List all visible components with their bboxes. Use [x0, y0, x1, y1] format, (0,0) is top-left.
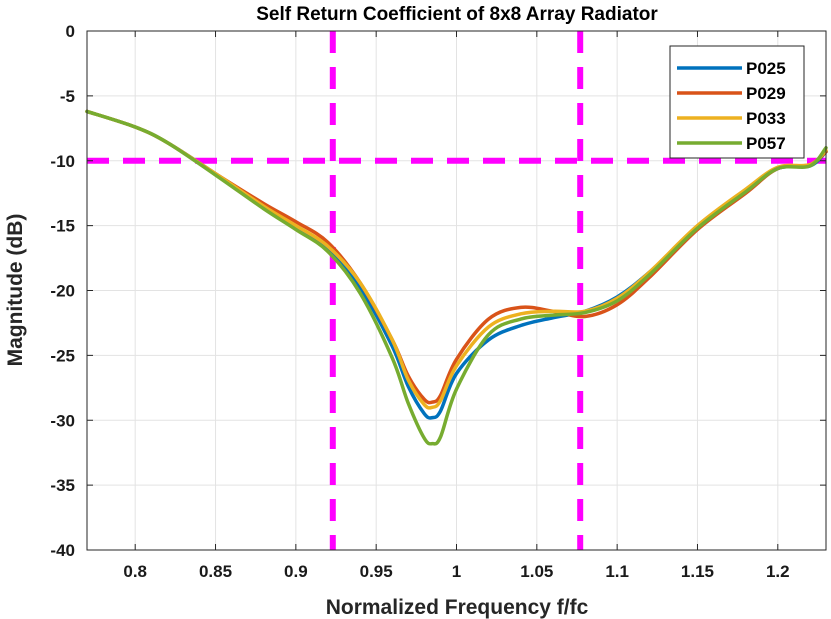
reference-lines — [87, 31, 826, 550]
y-tick-label: -20 — [50, 282, 75, 301]
x-tick-label: 1 — [452, 562, 461, 581]
x-tick-label: 1.2 — [766, 562, 790, 581]
chart-title: Self Return Coefficient of 8x8 Array Rad… — [256, 4, 658, 25]
legend-label-p033: P033 — [746, 109, 786, 128]
x-tick-label: 1.15 — [681, 562, 714, 581]
y-tick-label: -30 — [50, 411, 75, 430]
y-tick-label: -25 — [50, 346, 75, 365]
legend-label-p057: P057 — [746, 134, 786, 153]
x-tick-label: 0.95 — [360, 562, 393, 581]
y-tick-label: -15 — [50, 217, 75, 236]
y-tick-label: 0 — [66, 22, 75, 41]
legend-label-p025: P025 — [746, 59, 786, 78]
y-tick-label: -35 — [50, 476, 75, 495]
legend-label-p029: P029 — [746, 84, 786, 103]
y-tick-label: -5 — [60, 87, 75, 106]
y-tick-label: -10 — [50, 152, 75, 171]
legend-box — [669, 45, 805, 159]
series-line-p033 — [85, 109, 828, 410]
x-tick-label: 1.05 — [520, 562, 553, 581]
x-tick-label: 0.8 — [123, 562, 147, 581]
series-layer — [85, 109, 828, 446]
series-line-p057 — [85, 109, 828, 446]
y-axis-ticks: 0 -5 -10 -15 -20 -25 -30 -35 -40 — [50, 22, 826, 560]
x-tick-label: 0.85 — [199, 562, 232, 581]
legend: P025 P029 P033 P057 — [669, 45, 805, 159]
x-axis-ticks: 0.8 0.85 0.9 0.95 1 1.05 1.1 1.15 1.2 — [123, 31, 790, 581]
y-tick-label: -40 — [50, 541, 75, 560]
x-axis-title: Normalized Frequency f/fc — [326, 596, 589, 619]
x-tick-label: 0.9 — [284, 562, 308, 581]
x-tick-label: 1.1 — [605, 562, 629, 581]
y-axis-title: Magnitude (dB) — [4, 214, 27, 367]
